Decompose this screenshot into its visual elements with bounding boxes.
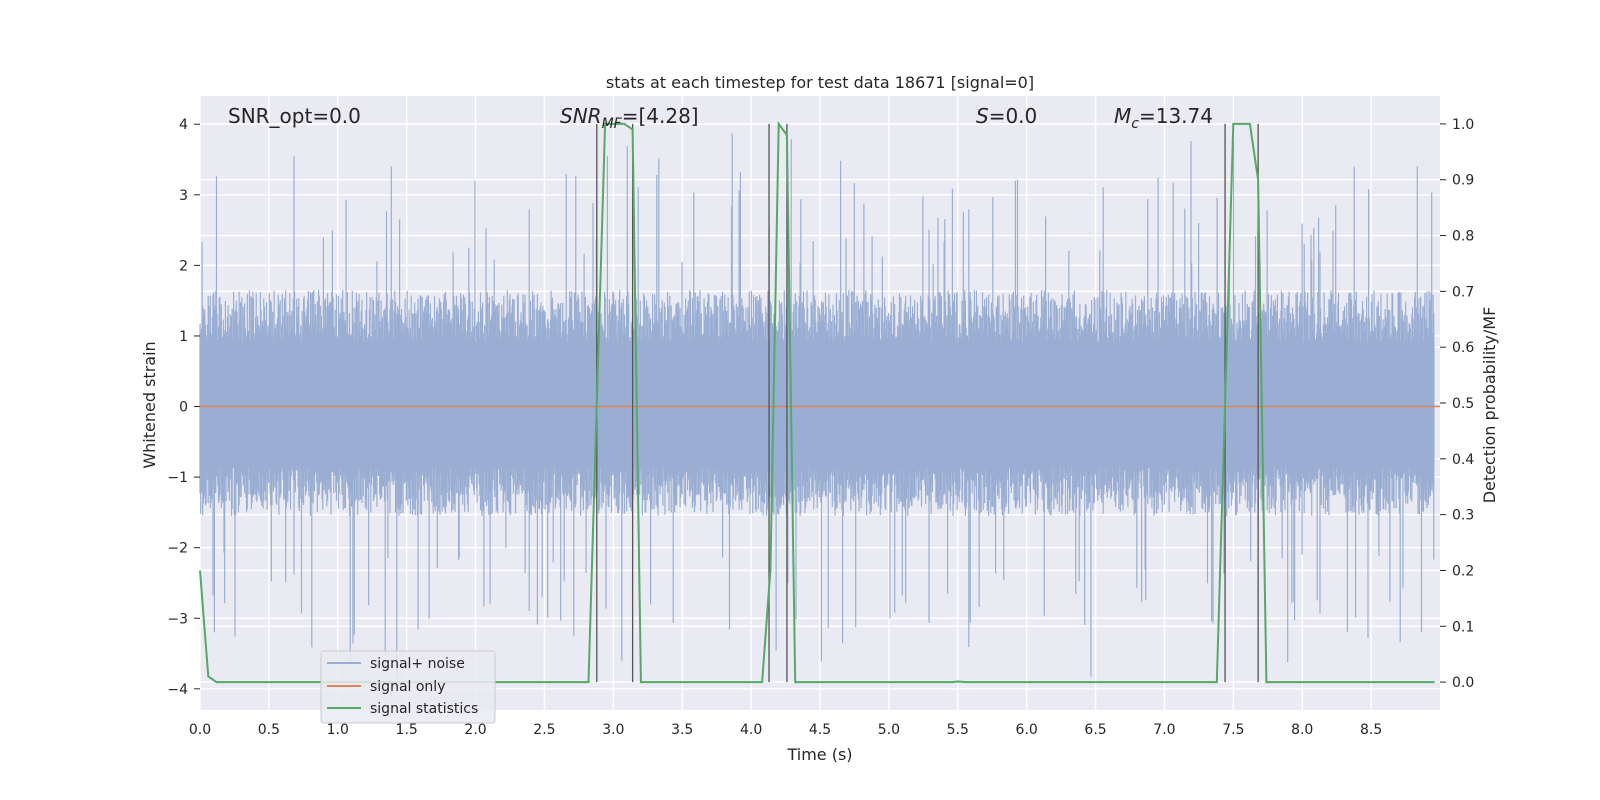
x-tick-label-14: 7.0	[1153, 722, 1175, 738]
x-tick-label-7: 3.5	[671, 722, 693, 738]
annotation-s: S=0.0	[976, 104, 1037, 128]
y2-tick-label-0: 0.0	[1452, 675, 1474, 691]
y-axis-label: Whitened strain	[140, 341, 159, 468]
chart-title: stats at each timestep for test data 186…	[606, 73, 1034, 92]
y2-tick-label-9: 0.9	[1452, 173, 1474, 189]
x-tick-label-5: 2.5	[533, 722, 555, 738]
x-tick-label-15: 7.5	[1222, 722, 1244, 738]
legend-box	[320, 650, 496, 724]
y2-axis-label: Detection probability/MF	[1480, 307, 1499, 504]
x-tick-label-16: 8.0	[1291, 722, 1313, 738]
annotation-mc-value: =13.74	[1139, 104, 1213, 128]
x-tick-label-0: 0.0	[189, 722, 211, 738]
x-tick-label-4: 2.0	[464, 722, 486, 738]
y-tick-label-1: −3	[167, 611, 188, 627]
y-tick-label-5: 1	[179, 329, 188, 345]
annotation-mc-main: M	[1114, 104, 1131, 128]
annotation-mc-sub: c	[1131, 116, 1139, 132]
y2-axis-ticks: 0.0 0.1 0.2 0.3 0.4 0.5 0.6 0.7 0.8 0.9 1.0	[1440, 117, 1474, 691]
y-tick-label-2: −2	[167, 541, 188, 557]
annotation-snr-opt: SNR_opt=0.0	[228, 104, 361, 128]
legend-label-statistics: signal statistics	[370, 701, 478, 717]
y-tick-label-6: 2	[179, 258, 188, 274]
legend: signal+ noise signal only signal statist…	[320, 650, 496, 724]
annotation-snr-mf: SNRMF=[4.28]	[560, 104, 699, 132]
signal-statistics-line	[199, 120, 1435, 684]
x-tick-label-2: 1.0	[327, 722, 349, 738]
x-tick-label-11: 5.5	[947, 722, 969, 738]
y2-tick-label-5: 0.5	[1452, 396, 1474, 412]
x-axis-ticks: 0.0 0.5 1.0 1.5 2.0 2.5 3.0 3.5 4.0 4.5 5.0 5.5 6.0 6…	[189, 722, 1382, 738]
y2-tick-label-7: 0.7	[1452, 284, 1474, 300]
y2-tick-label-4: 0.4	[1452, 452, 1474, 468]
y-tick-label-4: 0	[179, 400, 188, 416]
y2-tick-label-6: 0.6	[1452, 340, 1474, 356]
y-tick-label-0: −4	[167, 682, 188, 698]
x-tick-label-12: 6.0	[1016, 722, 1038, 738]
x-tick-label-10: 5.0	[878, 722, 900, 738]
x-tick-label-9: 4.5	[809, 722, 831, 738]
annotation-snr-mf-sub: MF	[602, 116, 623, 132]
y-axis-ticks: −4 −3 −2 −1 0 1 2 3 4	[167, 117, 200, 698]
annotation-snr-mf-main: SNR	[560, 104, 602, 128]
noise-trace	[199, 133, 1435, 680]
x-axis-label: Time (s)	[786, 745, 852, 764]
legend-label-signal-only: signal only	[370, 679, 445, 695]
signal-statistics-series	[199, 120, 1435, 684]
x-tick-label-6: 3.0	[602, 722, 624, 738]
x-tick-label-1: 0.5	[258, 722, 280, 738]
y2-tick-label-1: 0.1	[1452, 619, 1474, 635]
legend-label-noise: signal+ noise	[370, 656, 465, 672]
y2-tick-label-8: 0.8	[1452, 229, 1474, 245]
y-tick-label-7: 3	[179, 188, 188, 204]
annotation-mc: Mc=13.74	[1114, 104, 1213, 132]
x-tick-label-3: 1.5	[396, 722, 418, 738]
x-tick-label-13: 6.5	[1084, 722, 1106, 738]
x-tick-label-8: 4.0	[740, 722, 762, 738]
y-tick-label-8: 4	[179, 117, 188, 133]
y2-tick-label-3: 0.3	[1452, 508, 1474, 524]
y2-tick-label-2: 0.2	[1452, 563, 1474, 579]
y-tick-label-3: −1	[167, 470, 188, 486]
noise-series	[199, 133, 1435, 680]
x-tick-label-17: 8.5	[1360, 722, 1382, 738]
y2-tick-label-10: 1.0	[1452, 117, 1474, 133]
annotation-snr-mf-value: =[4.28]	[622, 104, 699, 128]
annotation-s-main: S	[976, 104, 989, 128]
annotation-s-value: =0.0	[989, 104, 1038, 128]
